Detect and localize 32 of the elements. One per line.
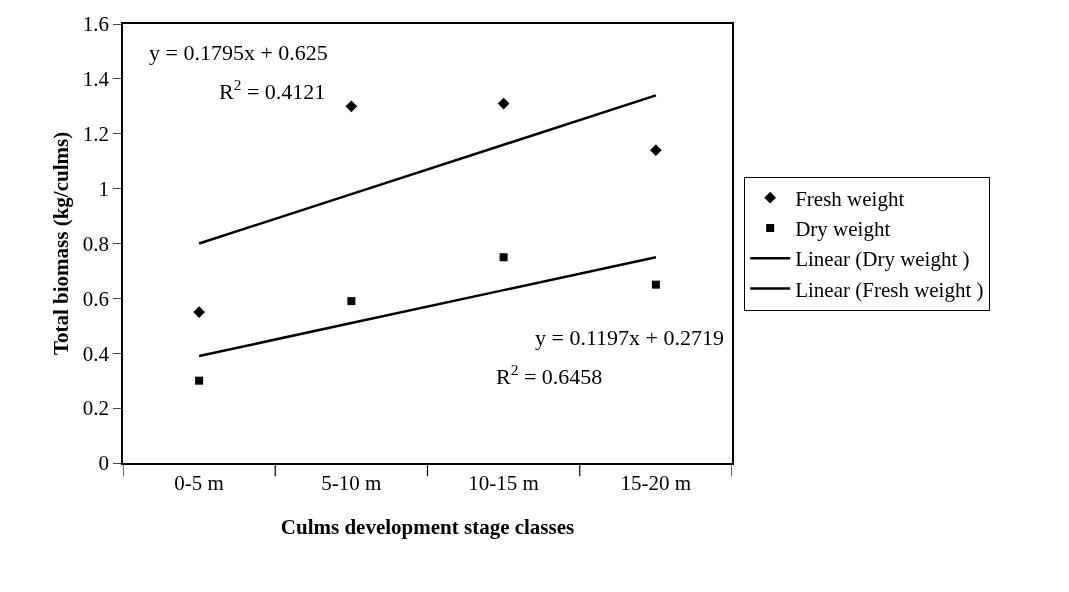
y-axis-title: Total biomass (kg/culms) [49,131,74,356]
x-tick-label: 15-20 m [620,470,692,495]
legend-label: Linear (Dry weight ) [795,247,970,272]
legend-label: Linear (Fresh weight ) [795,277,984,302]
y-tick-label: 0.2 [82,396,110,421]
point [651,280,660,289]
y-tick-label: 1.2 [82,122,110,147]
legend-label: Fresh weight [795,186,905,211]
y-tick-label: 0.6 [82,286,110,311]
point [195,376,204,385]
x-tick-label: 0-5 m [174,470,224,495]
y-tick-label: 0.8 [82,231,110,256]
legend-label: Dry weight [795,217,891,242]
x-tick-label: 10-15 m [468,470,539,495]
x-tick-label: 5-10 m [321,470,382,495]
point [193,306,205,318]
y-tick-label: 1.4 [82,67,110,92]
line-series [197,255,658,358]
annotation: y = 0.1197x + 0.2719 [535,325,724,350]
x-axis-title: Culms development stage classes [280,514,575,539]
y-tick-label: 0 [98,451,110,476]
point [499,253,508,262]
point [497,97,510,110]
annotation: R$^{2}$ = 0.6458 [496,361,603,390]
point [345,100,358,113]
y-tick-label: 0.4 [82,341,110,366]
y-tick-label: 1 [98,176,110,201]
annotation: y = 0.1795x + 0.625 [149,40,328,65]
point [650,144,662,157]
annotation: R$^{2}$ = 0.4121 [219,76,326,105]
point [347,297,356,306]
y-tick-label: 1.6 [82,12,110,37]
